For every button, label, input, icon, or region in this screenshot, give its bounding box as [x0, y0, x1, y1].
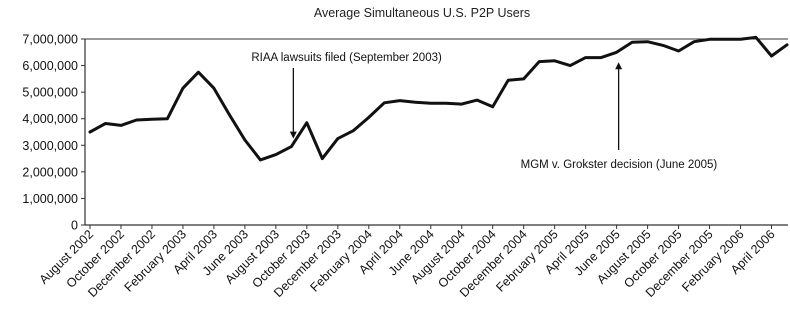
annotation-label: RIAA lawsuits filed (September 2003): [251, 52, 442, 64]
y-axis: 0 1,000,000 2,000,000 3,000,000 4,000,000 5,0…: [22, 33, 788, 233]
y-tick-label: 1,000,000: [22, 192, 78, 206]
y-tick-label: 5,000,000: [22, 86, 78, 100]
y-tick-label: 3,000,000: [22, 139, 78, 153]
series-layer: [88, 35, 789, 162]
series-line: [88, 35, 789, 162]
y-tick-label: 2,000,000: [22, 165, 78, 179]
chart-title: Average Simultaneous U.S. P2P Users: [314, 6, 530, 20]
annotation-arrowhead: [615, 62, 623, 70]
y-tick-label: 4,000,000: [22, 112, 78, 126]
annotation-arrowhead: [289, 131, 297, 139]
y-tick-label: 6,000,000: [22, 59, 78, 73]
annotation-layer: RIAA lawsuits filed (September 2003) MGM …: [251, 52, 717, 171]
y-tick-label: 0: [71, 219, 78, 233]
y-tick-label: 7,000,000: [22, 33, 78, 47]
annotation-label: MGM v. Grokster decision (June 2005): [521, 159, 718, 171]
